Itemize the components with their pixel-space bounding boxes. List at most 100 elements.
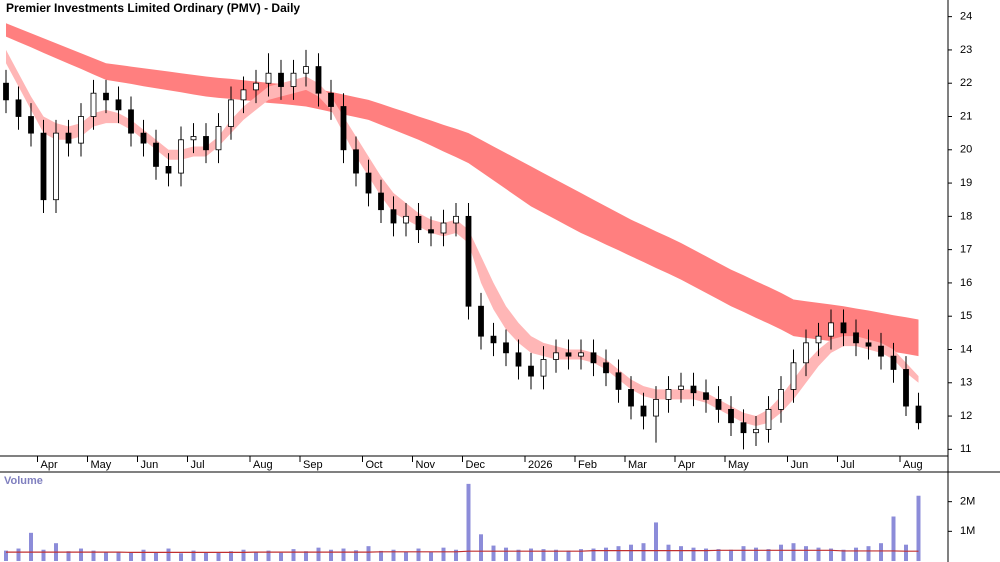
volume-bar xyxy=(491,545,496,561)
y-tick-label: 21 xyxy=(960,110,972,122)
candle-body xyxy=(115,99,122,111)
volume-bar xyxy=(516,549,521,561)
volume-bar xyxy=(204,552,208,561)
volume-bar xyxy=(716,549,721,561)
candle-body xyxy=(703,392,709,400)
candle-body xyxy=(353,149,359,174)
volume-bar xyxy=(266,550,271,561)
candle-body xyxy=(815,335,822,344)
candle-body xyxy=(890,355,897,370)
x-tick-label: Jun xyxy=(791,459,809,471)
volume-bar xyxy=(379,550,383,561)
y-tick-label: 16 xyxy=(960,277,972,289)
volume-bar xyxy=(316,547,321,561)
volume-bar xyxy=(329,549,333,561)
candle-body xyxy=(628,389,634,407)
volume-bar xyxy=(16,548,21,561)
candle-body xyxy=(3,82,9,101)
volume-bar xyxy=(254,552,258,561)
y-tick-label: 14 xyxy=(960,343,972,355)
candle-body xyxy=(40,132,47,201)
candle-body xyxy=(415,215,422,231)
candle-body xyxy=(128,109,134,134)
candle-body xyxy=(903,369,909,407)
volume-bar xyxy=(904,544,908,561)
x-tick-label: Aug xyxy=(253,459,273,471)
volume-bar xyxy=(229,551,233,561)
candle-body xyxy=(190,136,197,141)
candle-body xyxy=(453,215,459,224)
candle-body xyxy=(640,405,647,417)
candle-body xyxy=(803,342,809,364)
candle-body xyxy=(290,72,297,87)
volume-bar xyxy=(729,549,733,561)
candle-body xyxy=(278,72,284,87)
candle-body xyxy=(203,136,209,151)
volume-bar xyxy=(191,550,196,561)
y-tick-label: 23 xyxy=(960,44,972,56)
volume-bar xyxy=(29,532,33,561)
volume-bar xyxy=(416,548,421,561)
volume-bar xyxy=(166,548,171,561)
candle-body xyxy=(653,399,659,417)
y-tick-label: 24 xyxy=(960,11,972,23)
candle-body xyxy=(565,352,572,357)
candle-body xyxy=(465,215,472,307)
candle-body xyxy=(53,132,59,201)
volume-bar xyxy=(866,546,871,561)
candle-body xyxy=(240,89,247,101)
volume-bar xyxy=(429,552,433,561)
y-tick-label: 13 xyxy=(960,377,972,389)
candle-body xyxy=(340,106,347,151)
volume-bar xyxy=(791,543,796,561)
volume-bar xyxy=(841,549,846,561)
candle-body xyxy=(765,409,772,430)
x-tick-label: Aug xyxy=(903,459,923,471)
volume-bar xyxy=(129,552,133,561)
candle-body xyxy=(28,116,34,134)
candle-body xyxy=(878,345,884,357)
x-tick-label: Nov xyxy=(416,459,436,471)
candle-body xyxy=(528,365,534,377)
volume-bar xyxy=(441,547,446,561)
price-pane: 11 12 13 14 15 16 17 18 19 20 21 22 23 24 Apr May Jun Jul… xyxy=(3,11,972,471)
x-tick-label: May xyxy=(728,459,749,471)
candle-body xyxy=(265,72,272,84)
volume-bar xyxy=(741,546,746,561)
volume-bar xyxy=(604,547,608,561)
slow-band xyxy=(6,23,919,357)
candle-body xyxy=(753,428,759,434)
y-tick-label: 11 xyxy=(960,443,971,455)
volume-bar xyxy=(104,552,108,561)
y-tick-label: 17 xyxy=(960,244,972,256)
volume-bar xyxy=(304,551,308,561)
x-tick-label: Jun xyxy=(141,459,159,471)
candle-body xyxy=(490,335,497,344)
candle-body xyxy=(715,399,722,410)
volume-bar xyxy=(554,549,558,561)
x-tick-label: Sep xyxy=(303,459,323,471)
volume-bar xyxy=(91,550,96,561)
candle-body xyxy=(365,172,372,194)
candle-body xyxy=(740,422,747,434)
candle-body xyxy=(915,405,922,424)
candle-body xyxy=(515,352,522,367)
volume-bar xyxy=(341,548,346,561)
y-tick-label: 19 xyxy=(960,177,972,189)
candle-body xyxy=(678,385,684,390)
volume-bar xyxy=(754,547,758,561)
volume-bar xyxy=(466,483,471,561)
candle-body xyxy=(578,352,584,357)
candle-body xyxy=(865,342,872,347)
volume-bar xyxy=(666,544,671,561)
x-tick-label: Dec xyxy=(466,459,486,471)
volume-bar xyxy=(116,551,121,561)
volume-bar xyxy=(366,546,371,561)
candle-body xyxy=(78,116,84,144)
volume-ma-line xyxy=(6,549,919,553)
volume-bar xyxy=(879,543,883,561)
x-tick-label: 2026 xyxy=(528,459,552,471)
candle-body xyxy=(140,132,147,144)
